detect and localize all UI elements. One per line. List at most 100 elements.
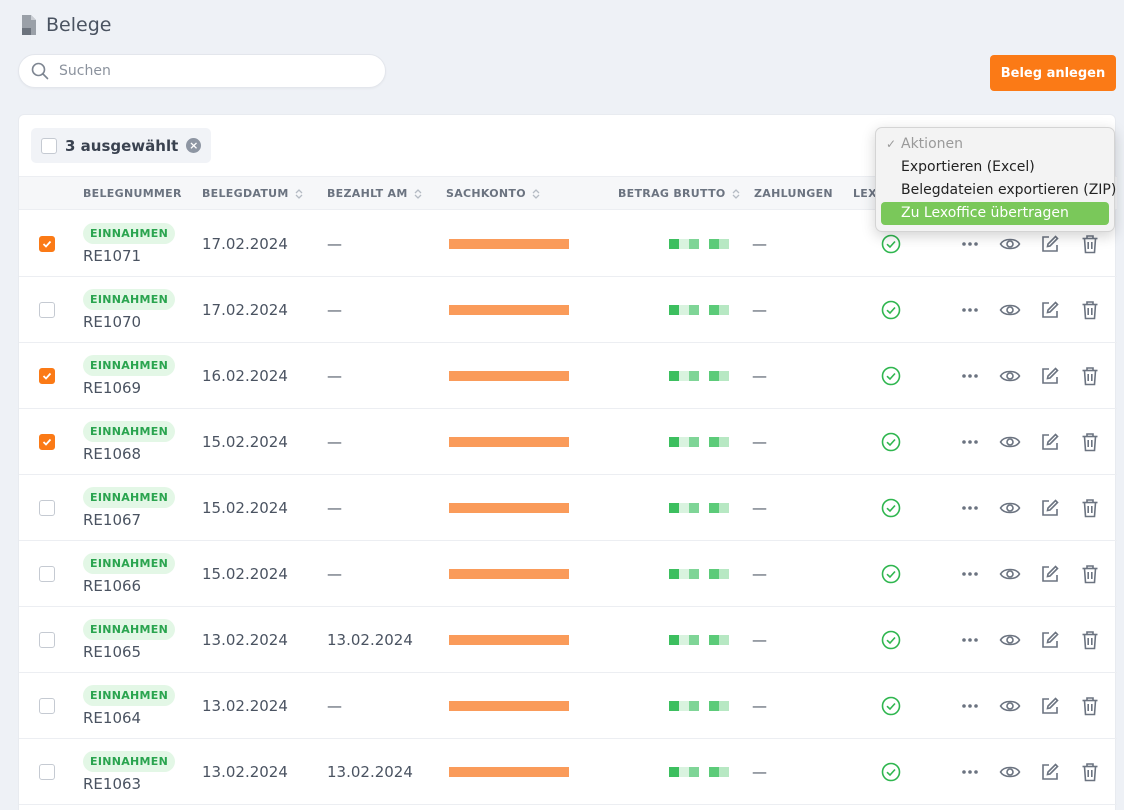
table-row[interactable]: EINNAHMEN RE1070 17.02.2024 — —	[19, 277, 1117, 343]
type-badge: EINNAHMEN	[83, 223, 176, 244]
eye-icon[interactable]	[999, 629, 1021, 651]
actions-menu-item: ✓ Aktionen	[881, 133, 1109, 156]
more-icon[interactable]	[959, 695, 981, 717]
receipt-number: RE1068	[83, 445, 142, 463]
check-circle-icon	[881, 234, 901, 254]
search-box[interactable]	[18, 54, 386, 88]
table-row[interactable]: EINNAHMEN RE1069 16.02.2024 — —	[19, 343, 1117, 409]
trash-icon[interactable]	[1079, 629, 1101, 651]
edit-icon[interactable]	[1039, 563, 1061, 585]
row-checkbox[interactable]	[39, 764, 55, 780]
table-row[interactable]: EINNAHMEN RE1066 15.02.2024 — —	[19, 541, 1117, 607]
column-header[interactable]: BETRAG BRUTTO	[618, 177, 740, 211]
eye-icon[interactable]	[999, 497, 1021, 519]
payments-value: —	[752, 565, 767, 583]
trash-icon[interactable]	[1079, 365, 1101, 387]
sort-icon[interactable]	[532, 188, 540, 200]
payments-value: —	[752, 697, 767, 715]
sort-icon[interactable]	[732, 188, 740, 200]
row-checkbox[interactable]	[39, 566, 55, 582]
table-row[interactable]: EINNAHMEN RE1067 15.02.2024 — —	[19, 475, 1117, 541]
edit-icon[interactable]	[1039, 299, 1061, 321]
receipt-number: RE1063	[83, 775, 142, 793]
more-icon[interactable]	[959, 497, 981, 519]
column-header[interactable]: SACHKONTO	[446, 177, 540, 211]
more-icon[interactable]	[959, 431, 981, 453]
row-checkbox[interactable]	[39, 368, 55, 384]
eye-icon[interactable]	[999, 761, 1021, 783]
trash-icon[interactable]	[1079, 497, 1101, 519]
row-checkbox[interactable]	[39, 632, 55, 648]
trash-icon[interactable]	[1079, 695, 1101, 717]
selection-bar: 3 ausgewählt ×	[31, 128, 212, 163]
checkmark-icon: ✓	[886, 137, 897, 151]
actions-menu-item[interactable]: Exportieren (Excel)	[881, 156, 1109, 179]
row-checkbox[interactable]	[39, 434, 55, 450]
payments-value: —	[752, 367, 767, 385]
amount-blurred	[669, 277, 729, 343]
paid-date: 13.02.2024	[327, 631, 413, 649]
receipt-date: 13.02.2024	[202, 763, 288, 781]
account-blurred	[449, 277, 570, 343]
actions-dropdown[interactable]: ✓ Aktionen Exportieren (Excel) Belegdateien…	[875, 127, 1116, 232]
edit-icon[interactable]	[1039, 695, 1061, 717]
trash-icon[interactable]	[1079, 233, 1101, 255]
table-row[interactable]: EINNAHMEN RE1071 17.02.2024 — —	[19, 211, 1117, 277]
check-circle-icon	[881, 564, 901, 584]
trash-icon[interactable]	[1079, 563, 1101, 585]
edit-icon[interactable]	[1039, 497, 1061, 519]
column-header[interactable]: BEZAHLT AM	[327, 177, 422, 211]
more-icon[interactable]	[959, 233, 981, 255]
select-all-checkbox[interactable]	[41, 137, 57, 154]
account-blurred	[449, 475, 570, 541]
row-checkbox[interactable]	[39, 698, 55, 714]
eye-icon[interactable]	[999, 431, 1021, 453]
more-icon[interactable]	[959, 761, 981, 783]
eye-icon[interactable]	[999, 365, 1021, 387]
more-icon[interactable]	[959, 365, 981, 387]
receipt-number: RE1067	[83, 511, 142, 529]
paid-date: 13.02.2024	[327, 763, 413, 781]
trash-icon[interactable]	[1079, 761, 1101, 783]
column-header[interactable]: BELEGDATUM	[202, 177, 303, 211]
column-header: ZAHLUNGEN	[754, 177, 833, 211]
search-input[interactable]	[59, 63, 359, 79]
actions-menu-item[interactable]: Belegdateien exportieren (ZIP)	[881, 179, 1116, 202]
more-icon[interactable]	[959, 299, 981, 321]
paid-date: —	[327, 367, 342, 385]
edit-icon[interactable]	[1039, 629, 1061, 651]
sort-icon[interactable]	[414, 188, 422, 200]
edit-icon[interactable]	[1039, 431, 1061, 453]
edit-icon[interactable]	[1039, 761, 1061, 783]
table-row[interactable]: EINNAHMEN RE1065 13.02.2024 13.02.2024 —	[19, 607, 1117, 673]
trash-icon[interactable]	[1079, 431, 1101, 453]
receipt-date: 13.02.2024	[202, 631, 288, 649]
eye-icon[interactable]	[999, 695, 1021, 717]
edit-icon[interactable]	[1039, 365, 1061, 387]
table-row[interactable]: EINNAHMEN RE1064 13.02.2024 — —	[19, 673, 1117, 739]
account-blurred	[449, 739, 570, 805]
amount-blurred	[669, 475, 729, 541]
eye-icon[interactable]	[999, 563, 1021, 585]
more-icon[interactable]	[959, 629, 981, 651]
table-row[interactable]: EINNAHMEN RE1068 15.02.2024 — —	[19, 409, 1117, 475]
trash-icon[interactable]	[1079, 299, 1101, 321]
row-checkbox[interactable]	[39, 236, 55, 252]
create-receipt-button[interactable]: Beleg anlegen	[990, 55, 1116, 91]
row-checkbox[interactable]	[39, 302, 55, 318]
receipt-date: 15.02.2024	[202, 565, 288, 583]
eye-icon[interactable]	[999, 299, 1021, 321]
x-circle-icon[interactable]: ×	[186, 138, 202, 153]
edit-icon[interactable]	[1039, 233, 1061, 255]
more-icon[interactable]	[959, 563, 981, 585]
eye-icon[interactable]	[999, 233, 1021, 255]
receipt-date: 16.02.2024	[202, 367, 288, 385]
page-title: Belege	[46, 14, 112, 36]
sort-icon[interactable]	[295, 188, 303, 200]
row-checkbox[interactable]	[39, 500, 55, 516]
actions-menu-item[interactable]: Zu Lexoffice übertragen	[881, 202, 1109, 225]
payments-value: —	[752, 235, 767, 253]
type-badge: EINNAHMEN	[83, 421, 176, 442]
column-header-label: BELEGNUMMER	[83, 187, 182, 200]
table-row[interactable]: EINNAHMEN RE1063 13.02.2024 13.02.2024 —	[19, 739, 1117, 805]
